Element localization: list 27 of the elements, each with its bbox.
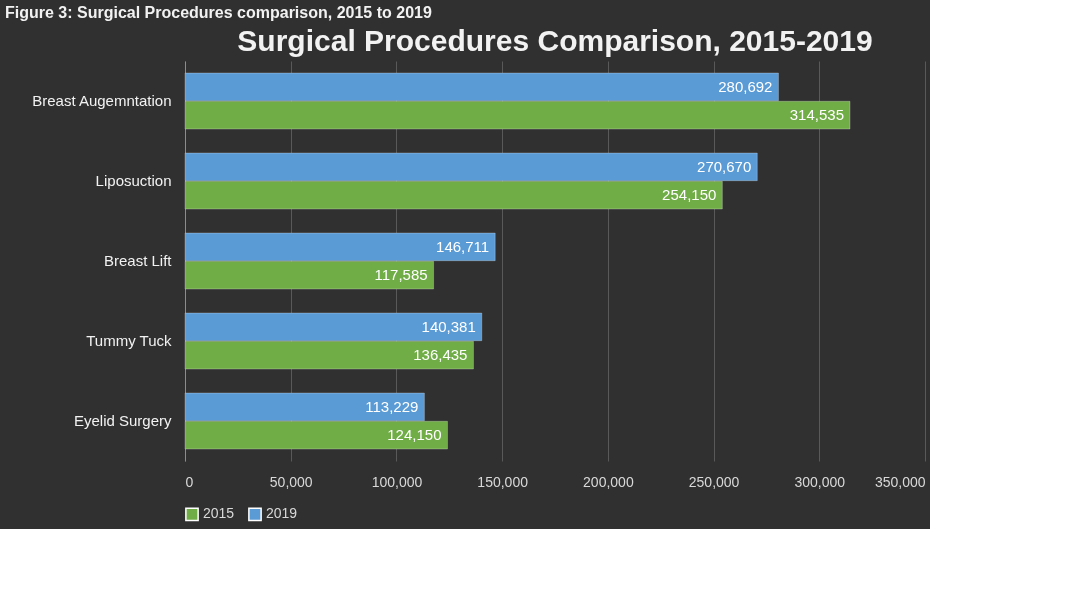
data-label: 136,435 xyxy=(413,346,468,364)
y-tick-label: Liposuction xyxy=(95,172,172,189)
y-tick-label: Eyelid Surgery xyxy=(73,412,172,429)
data-label: 280,692 xyxy=(718,77,773,95)
x-tick-label: 300,000 xyxy=(794,473,846,490)
chart-title: Surgical Procedures Comparison, 2015-2019 xyxy=(237,24,873,57)
data-label: 140,381 xyxy=(421,317,476,335)
data-label: 254,150 xyxy=(662,186,717,204)
data-label: 113,229 xyxy=(365,397,419,415)
y-tick-label: Tummy Tuck xyxy=(86,332,172,349)
y-tick-label: Breast Lift xyxy=(103,252,173,269)
data-label: 314,535 xyxy=(789,106,845,124)
data-label: 117,585 xyxy=(374,266,428,284)
x-tick-label: 350,000 xyxy=(874,473,926,490)
x-tick-label: 200,000 xyxy=(583,473,634,490)
legend-label: 2019 xyxy=(266,505,298,522)
legend-label: 2015 xyxy=(203,505,235,522)
data-label: 146,711 xyxy=(436,237,490,255)
caption: Figure 3: Surgical Procedures comparison, 2015 to 2019 xyxy=(5,4,432,21)
data-label: 124,150 xyxy=(387,426,442,444)
x-tick-label: 100,000 xyxy=(371,473,423,490)
x-tick-label: 50,000 xyxy=(269,473,313,490)
x-tick-label: 150,000 xyxy=(477,473,529,490)
x-tick-label: 250,000 xyxy=(688,473,740,490)
data-label: 270,670 xyxy=(697,157,752,175)
y-tick-label: Breast Augemntation xyxy=(32,92,172,109)
x-tick-label: 0 xyxy=(185,473,194,490)
